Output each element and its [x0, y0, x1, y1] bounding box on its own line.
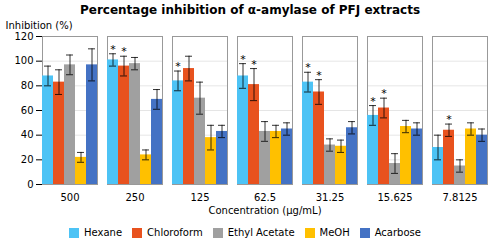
svg-text:0: 0 — [27, 179, 33, 190]
svg-text:500: 500 — [60, 192, 79, 203]
svg-text:Concentration (µg/mL): Concentration (µg/mL) — [208, 205, 321, 216]
html-text:Hexane: Hexane — [84, 227, 123, 238]
svg-text:20: 20 — [21, 154, 34, 165]
svg-text:40: 40 — [21, 129, 34, 140]
svg-text:Inhibition (%): Inhibition (%) — [6, 20, 73, 31]
svg-text:62.5: 62.5 — [254, 192, 276, 203]
svg-text:60: 60 — [21, 105, 34, 116]
svg-text:*: * — [175, 60, 181, 73]
svg-text:*: * — [121, 45, 127, 58]
svg-text:125: 125 — [190, 192, 209, 203]
svg-text:*: * — [370, 95, 376, 108]
svg-text:*: * — [381, 87, 387, 100]
html-text:MeOH: MeOH — [319, 227, 350, 238]
html-text:Ethyl Acetate: Ethyl Acetate — [227, 227, 295, 238]
svg-text:*: * — [316, 69, 322, 82]
svg-text:120: 120 — [14, 31, 33, 42]
svg-text:15.625: 15.625 — [378, 192, 413, 203]
html-text:Acarbose: Acarbose — [374, 227, 421, 238]
svg-text:*: * — [251, 58, 257, 71]
html-text:Percentage inhibition of α-amy: Percentage inhibition of α-amylase of PF… — [80, 3, 420, 17]
svg-text:31.25: 31.25 — [316, 192, 345, 203]
svg-text:*: * — [305, 61, 311, 74]
svg-text:*: * — [240, 53, 246, 66]
svg-text:*: * — [110, 43, 116, 56]
svg-text:*: * — [446, 113, 452, 126]
svg-text:7.8125: 7.8125 — [443, 192, 478, 203]
html-text:Chloroform: Chloroform — [147, 227, 203, 238]
svg-text:100: 100 — [14, 55, 33, 66]
svg-text:250: 250 — [125, 192, 144, 203]
svg-text:80: 80 — [21, 80, 34, 91]
